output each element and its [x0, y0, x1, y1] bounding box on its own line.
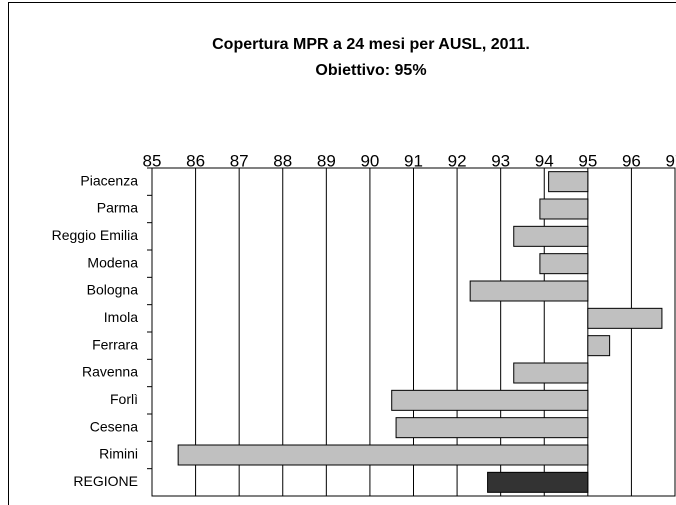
bar	[587, 335, 611, 357]
chart-frame	[8, 2, 676, 505]
x-tick-label: 91	[404, 151, 423, 170]
bar	[539, 198, 589, 220]
y-tick-label: Cesena	[90, 418, 138, 434]
bar	[391, 389, 589, 411]
x-tick-label: 85	[143, 151, 162, 170]
y-tick-label: Piacenza	[80, 172, 138, 188]
bar	[513, 225, 589, 247]
chart-subtitle: Obiettivo: 95%	[315, 62, 426, 79]
bar	[487, 471, 589, 493]
y-tick-label: Imola	[104, 309, 138, 325]
bar	[469, 280, 589, 302]
x-tick-label: 88	[273, 151, 292, 170]
y-tick-label: Modena	[87, 254, 138, 270]
x-tick-label: 89	[317, 151, 336, 170]
bar	[548, 171, 589, 193]
y-tick-label: Rimini	[99, 446, 138, 462]
x-tick-label: 97	[666, 151, 676, 170]
bar	[587, 307, 663, 329]
x-tick-label: 94	[535, 151, 554, 170]
bar	[513, 362, 589, 384]
chart-title: Copertura MPR a 24 mesi per AUSL, 2011.	[212, 36, 530, 53]
bar	[395, 417, 589, 439]
x-tick-label: 93	[491, 151, 510, 170]
y-tick-label: Reggio Emilia	[52, 227, 139, 243]
x-tick-label: 92	[448, 151, 467, 170]
bar	[539, 253, 589, 275]
y-tick-label: Forlì	[110, 391, 138, 407]
y-tick-label: REGIONE	[73, 473, 138, 489]
bar	[177, 444, 589, 466]
y-tick-label: Ravenna	[82, 364, 138, 380]
x-tick-label: 86	[186, 151, 205, 170]
x-tick-label: 96	[622, 151, 641, 170]
x-tick-label: 95	[578, 151, 597, 170]
y-tick-label: Bologna	[87, 282, 139, 298]
x-tick-label: 87	[230, 151, 249, 170]
x-tick-label: 90	[360, 151, 379, 170]
y-tick-label: Parma	[97, 200, 138, 216]
y-tick-label: Ferrara	[92, 336, 138, 352]
